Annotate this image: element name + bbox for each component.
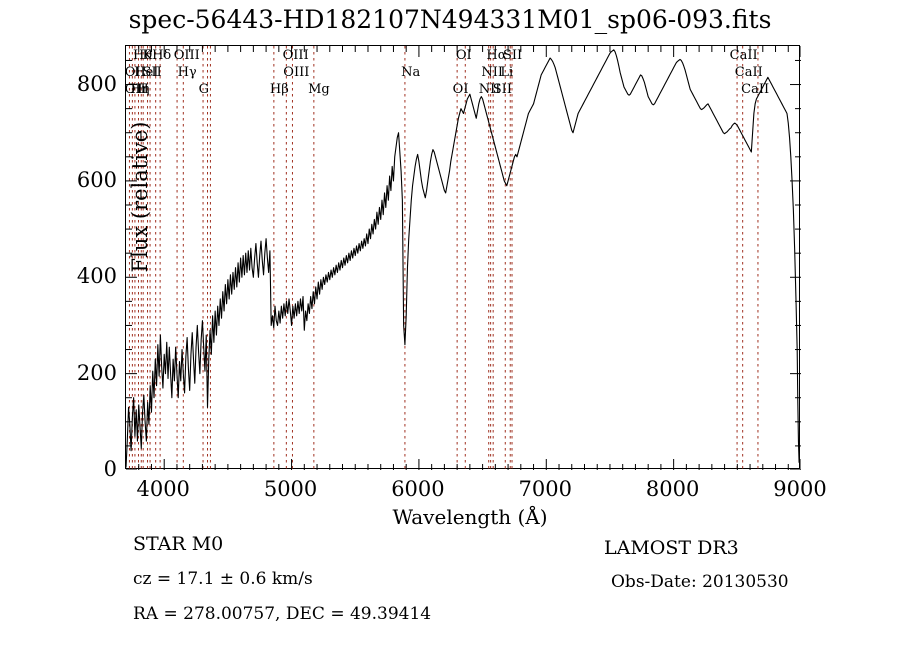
x-tick-label: 6000 xyxy=(391,477,445,501)
redshift-text: cz = 17.1 ± 0.6 km/s xyxy=(133,569,313,589)
spectral-line-label: NII xyxy=(478,82,501,97)
spectral-line-label: OII xyxy=(124,82,146,97)
plot-area: Hθ K Hδ OIII OIII OI Hα SII CaII OII HeI SII Hγ OIII N… xyxy=(124,45,801,470)
spectral-line-label: CaII xyxy=(729,48,758,63)
spectral-line-label: OI xyxy=(452,82,469,97)
spectrum-svg xyxy=(126,46,801,470)
x-tick-label: 4000 xyxy=(136,477,190,501)
spectral-line-label: K xyxy=(142,48,153,63)
spectral-line-label: Hθ xyxy=(133,48,153,63)
x-axis-title: Wavelength (Å) xyxy=(392,505,548,529)
spectral-line-label: H xyxy=(137,82,149,97)
spectral-line-label: Hη xyxy=(130,82,150,97)
object-class-text: STAR M0 xyxy=(133,533,224,555)
spectral-line-label: SII xyxy=(142,65,162,80)
survey-text: LAMOST DR3 xyxy=(604,537,739,559)
spectral-line-label: OIII xyxy=(173,48,200,63)
x-tick-label: 7000 xyxy=(518,477,572,501)
spectral-line-label: Li xyxy=(500,65,514,80)
spectral-line-label: Hγ xyxy=(177,65,197,80)
spectral-line-label: G xyxy=(198,82,209,97)
spectral-line-label: CaII xyxy=(734,65,763,80)
spectral-line-label: OII xyxy=(124,65,146,80)
flux-curve xyxy=(126,49,800,468)
spectral-line-label: Mg xyxy=(308,82,330,97)
obs-date-text: Obs-Date: 20130530 xyxy=(611,572,789,592)
spectral-line-label: CaII xyxy=(741,82,770,97)
spectral-line-label: SII xyxy=(502,48,523,63)
coordinates-text: RA = 278.00757, DEC = 49.39414 xyxy=(133,604,432,624)
spectral-line-label: Hδ xyxy=(152,48,172,63)
spectral-line-label: Hα xyxy=(486,48,507,63)
y-tick-label: 400 xyxy=(76,264,117,289)
spectral-line-label: OI xyxy=(455,48,472,63)
spectral-line-label: NII xyxy=(481,65,503,80)
y-tick-label: 0 xyxy=(103,457,117,481)
spectral-line-label: OIII xyxy=(283,65,310,80)
x-tick-label: 5000 xyxy=(263,477,318,501)
page-title: spec-56443-HD182107N494331M01_sp06-093.f… xyxy=(128,5,772,34)
spectral-line-label: Na xyxy=(401,65,421,80)
y-axis-title: Flux (relative) xyxy=(128,121,152,273)
axis-tick-group xyxy=(126,46,801,470)
spectral-line-label: HeI xyxy=(134,65,159,80)
x-tick-label: 9000 xyxy=(773,477,827,501)
x-tick-label: 8000 xyxy=(645,477,700,501)
spectral-line-label: OIII xyxy=(282,48,309,63)
marked-line-group xyxy=(128,46,759,470)
y-tick-label: 800 xyxy=(76,71,117,96)
y-tick-label: 200 xyxy=(76,360,117,385)
y-tick-label: 600 xyxy=(76,167,117,192)
spectral-line-label: SII xyxy=(492,82,512,97)
spectral-line-label: Hβ xyxy=(269,82,289,97)
